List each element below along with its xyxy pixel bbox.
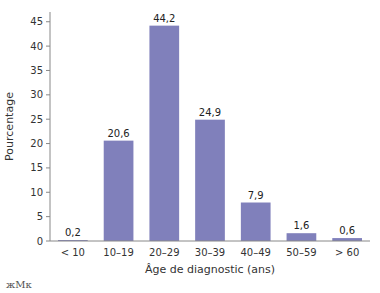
y-tick	[46, 119, 50, 120]
y-tick	[46, 241, 50, 242]
x-tick-label: > 60	[335, 247, 359, 258]
y-tick	[46, 70, 50, 71]
bar	[149, 26, 179, 241]
y-tick-label: 0	[37, 236, 43, 247]
x-tick-label: < 10	[61, 247, 85, 258]
y-tick	[46, 94, 50, 95]
x-tick-label: 20–29	[149, 247, 179, 258]
x-tick-label: 50–59	[286, 247, 316, 258]
y-tick-label: 30	[30, 89, 43, 100]
x-axis-line	[50, 241, 370, 242]
bar	[287, 233, 317, 241]
data-label: 0,2	[65, 227, 81, 238]
axes: 0 5 10 15 20 25 30 35 40 45 < 10 10–19 20–29 30–39 40–…	[30, 12, 370, 258]
y-tick	[46, 143, 50, 144]
data-labels: 0,2 20,6 44,2 24,9 7,9 1,6 0,6	[65, 13, 355, 238]
y-tick	[46, 167, 50, 168]
bars	[58, 26, 362, 241]
chart-container: 0 5 10 15 20 25 30 35 40 45 < 10 10–19 20–29 30–39 40–…	[0, 0, 380, 293]
data-label: 7,9	[248, 190, 264, 201]
y-tick-label: 20	[30, 138, 43, 149]
y-tick-label: 40	[30, 41, 43, 52]
y-axis-label: Pourcentage	[3, 92, 16, 161]
y-tick	[46, 192, 50, 193]
watermark: жМк	[6, 279, 32, 290]
y-tick-label: 5	[37, 211, 43, 222]
y-tick-label: 10	[30, 187, 43, 198]
x-tick-label: 40–49	[240, 247, 270, 258]
y-tick	[46, 216, 50, 217]
y-tick	[46, 21, 50, 22]
data-label: 24,9	[199, 107, 221, 118]
bar	[241, 203, 271, 241]
y-tick-label: 35	[30, 65, 43, 76]
x-tick-label: 10–19	[103, 247, 133, 258]
chart: 0 5 10 15 20 25 30 35 40 45 < 10 10–19 20–29 30–39 40–…	[0, 0, 380, 293]
data-label: 1,6	[293, 220, 309, 231]
x-tick-label: 30–39	[195, 247, 225, 258]
data-label: 0,6	[339, 225, 355, 236]
bar	[195, 120, 225, 241]
y-tick-label: 15	[30, 162, 43, 173]
data-label: 20,6	[107, 128, 129, 139]
y-tick-label: 45	[30, 16, 43, 27]
y-tick-label: 25	[30, 114, 43, 125]
y-tick	[46, 46, 50, 47]
x-axis-label: Âge de diagnostic (ans)	[145, 263, 275, 276]
bar	[104, 141, 134, 241]
data-label: 44,2	[153, 13, 175, 24]
